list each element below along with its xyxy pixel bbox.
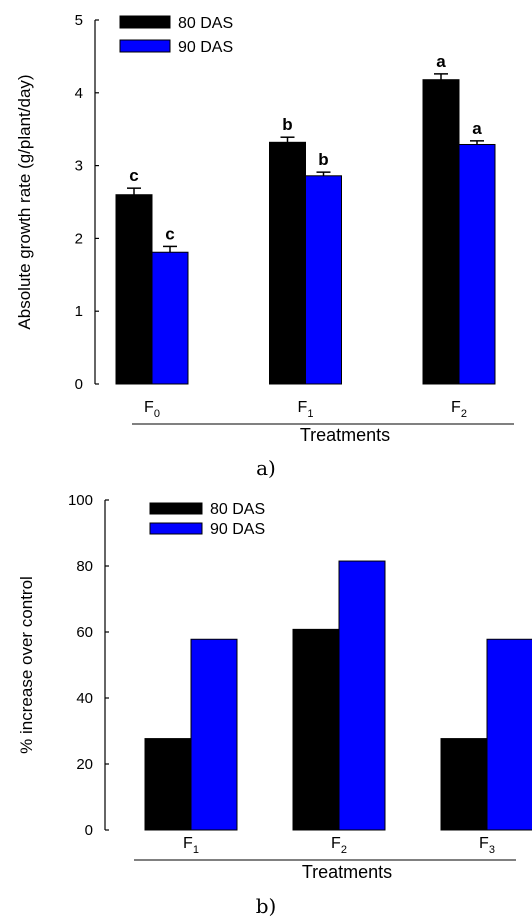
panel-label: a) (256, 456, 276, 480)
y-axis-title: % increase over control (17, 576, 36, 754)
significance-letter: b (282, 115, 292, 134)
legend-label: 80 DAS (210, 501, 265, 518)
significance-letter: b (318, 150, 328, 169)
significance-letter: a (436, 52, 446, 71)
y-tick-label: 5 (75, 12, 83, 29)
chart-a: 0 1 2 3 4 5 Absolute growth rate (g/plant/day)… (15, 12, 514, 480)
x-axis-title: Treatments (302, 862, 392, 882)
significance-letter: c (165, 224, 174, 243)
bar-80-das (269, 141, 306, 385)
bar-90-das (305, 175, 342, 385)
panel-label: b) (256, 894, 277, 918)
y-tick-label: 0 (85, 822, 93, 839)
significance-letter: c (129, 166, 138, 185)
x-category-label: F2 (451, 399, 467, 420)
y-axis-title: Absolute growth rate (g/plant/day) (15, 74, 34, 329)
legend-label: 90 DAS (178, 39, 233, 56)
y-tick-label: 0 (75, 376, 83, 393)
significance-letter: a (472, 119, 482, 138)
y-tick-label: 1 (75, 303, 83, 320)
y-tick-label: 20 (76, 756, 93, 773)
bar-80-das (292, 628, 340, 831)
legend-label: 80 DAS (178, 15, 233, 32)
x-category-label: F2 (331, 835, 347, 856)
bar-90-das (486, 638, 532, 831)
bar-80-das (115, 194, 153, 385)
x-category-label: F0 (144, 399, 160, 420)
x-category-label: F3 (479, 835, 495, 856)
legend-swatch (149, 502, 203, 515)
bar-90-das (458, 143, 496, 385)
x-axis-title: Treatments (300, 425, 390, 445)
bar-80-das (144, 738, 192, 831)
legend-swatch (119, 39, 171, 53)
chart-b: 0 20 40 60 80 100 % increase over control F1 F2 F… (17, 492, 532, 918)
y-tick-label: 2 (75, 230, 83, 247)
y-tick-label: 40 (76, 690, 93, 707)
y-tick-label: 60 (76, 624, 93, 641)
y-tick-label: 4 (75, 85, 83, 102)
x-category-label: F1 (183, 835, 199, 856)
x-category-label: F1 (298, 399, 314, 420)
bar-90-das (151, 251, 189, 385)
bar-80-das (440, 738, 488, 831)
legend-swatch (149, 522, 203, 535)
y-tick-label: 100 (68, 492, 93, 509)
legend-label: 90 DAS (210, 521, 265, 538)
y-tick-label: 3 (75, 158, 83, 175)
bar-90-das (338, 560, 386, 831)
legend-swatch (119, 15, 171, 29)
bar-80-das (422, 79, 460, 385)
bar-90-das (190, 638, 238, 831)
y-tick-label: 80 (76, 558, 93, 575)
